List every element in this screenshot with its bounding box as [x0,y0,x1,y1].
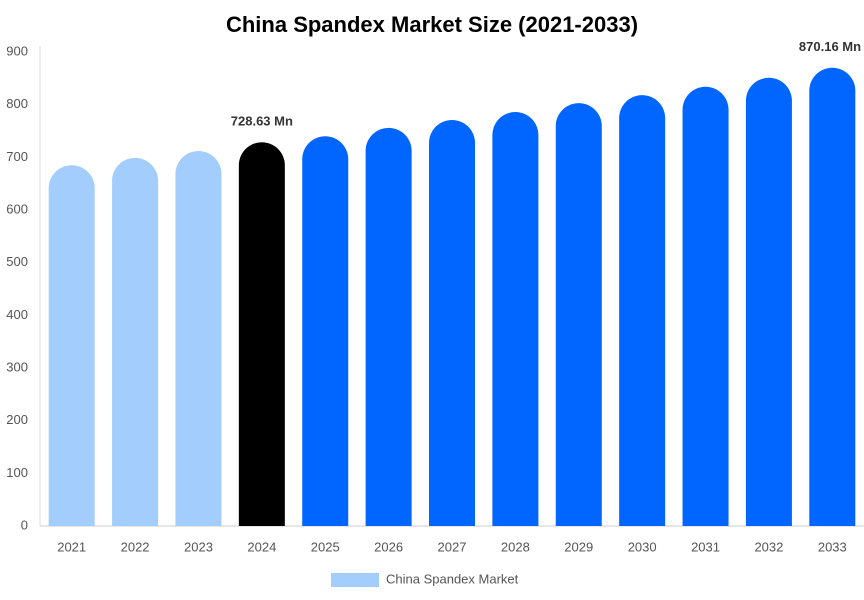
bar [492,112,539,526]
bar [809,67,856,527]
y-tick-label: 200 [6,412,28,427]
y-tick-label: 800 [6,96,28,111]
bar [745,77,792,526]
bar [555,103,602,527]
x-tick-label: 2024 [247,539,276,554]
x-tick-label: 2027 [438,539,467,554]
legend-label: China Spandex Market [386,571,519,586]
x-tick-label: 2022 [121,539,150,554]
y-tick-label: 900 [6,43,28,58]
x-tick-label: 2025 [311,539,340,554]
x-tick-label: 2023 [184,539,213,554]
bar [365,127,412,527]
data-label: 870.16 Mn [799,39,861,54]
x-tick-label: 2028 [501,539,530,554]
y-tick-label: 100 [6,465,28,480]
bar [175,151,222,526]
x-tick-label: 2021 [57,539,86,554]
bar [48,165,95,526]
y-tick-label: 300 [6,359,28,374]
y-tick-label: 600 [6,201,28,216]
y-tick-label: 700 [6,149,28,164]
bar [238,142,285,526]
bar [619,95,666,526]
bar [302,136,349,526]
x-tick-label: 2029 [564,539,593,554]
bar [682,86,729,526]
x-tick-label: 2032 [754,539,783,554]
bar [112,157,159,526]
y-tick-label: 400 [6,307,28,322]
chart-title: China Spandex Market Size (2021-2033) [226,12,638,37]
data-label: 728.63 Mn [231,114,293,129]
y-tick-label: 0 [21,517,28,532]
x-tick-label: 2026 [374,539,403,554]
legend-swatch [331,573,379,587]
x-tick-label: 2031 [691,539,720,554]
x-tick-label: 2030 [628,539,657,554]
x-tick-label: 2033 [818,539,847,554]
bar [429,119,475,526]
y-tick-label: 500 [6,254,28,269]
